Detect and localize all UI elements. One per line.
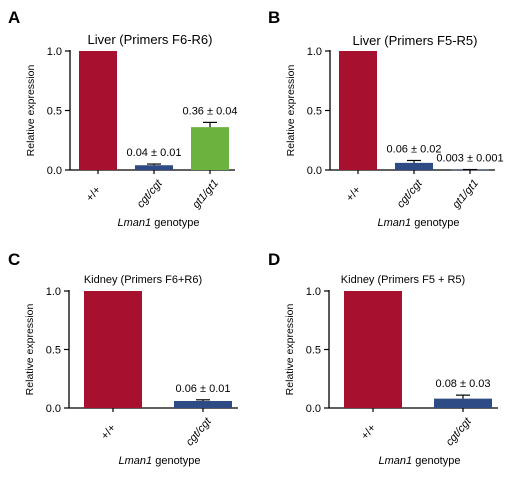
x-tick-label: cgt/cgt xyxy=(395,177,426,210)
y-tick-label: 1.0 xyxy=(46,286,61,298)
panel-letter: C xyxy=(8,250,21,269)
x-tick-label: gt1/gt1 xyxy=(450,177,481,210)
bar-chart: Liver (Primers F5-R5) Relative expression… xyxy=(285,33,504,229)
bar xyxy=(339,51,377,170)
x-tick-label: cgt/cgt xyxy=(184,415,215,448)
chart-title: Kidney (Primers F6+R6) xyxy=(84,274,202,286)
x-tick-label: +/+ xyxy=(84,184,103,204)
x-axis-label-rest: genotype xyxy=(151,217,199,229)
bar xyxy=(79,51,117,170)
y-axis-label: Relative expression xyxy=(25,65,37,157)
x-tick-label: +/+ xyxy=(99,422,118,442)
y-tick-label: 0.5 xyxy=(47,106,62,118)
x-axis-label-rest: genotype xyxy=(152,455,200,467)
bar xyxy=(395,162,433,170)
y-tick-label: 1.0 xyxy=(306,286,321,298)
bar xyxy=(191,127,229,170)
data-label: 0.36 ± 0.04 xyxy=(183,105,238,117)
x-axis-label: Lman1 genotype xyxy=(118,217,200,229)
bar-chart: Liver (Primers F6-R6) Relative expression… xyxy=(25,32,238,229)
data-label: 0.08 ± 0.03 xyxy=(436,378,491,390)
panel-letter: B xyxy=(268,8,281,27)
chart-title: Kidney (Primers F5 + R5) xyxy=(341,274,465,286)
bar xyxy=(344,291,402,408)
y-tick-label: 0.5 xyxy=(306,345,321,357)
chart-title: Liver (Primers F6-R6) xyxy=(88,32,213,47)
y-tick-label: 0.5 xyxy=(307,106,322,118)
y-axis-label: Relative expression xyxy=(284,304,296,396)
x-axis-label: Lman1 genotype xyxy=(119,455,201,467)
bar xyxy=(434,398,492,408)
panel-d: D Kidney (Primers F5 + R5) Relative expre… xyxy=(260,240,520,477)
x-axis-label-gene: Lman1 xyxy=(118,217,152,229)
bar-chart: Kidney (Primers F6+R6) Relative expressio… xyxy=(24,274,238,467)
x-axis-label: Lman1 genotype xyxy=(378,217,460,229)
x-axis-label-gene: Lman1 xyxy=(379,455,413,467)
x-tick-label: gt1/gt1 xyxy=(190,177,221,210)
bar xyxy=(135,165,173,170)
y-tick-label: 0.5 xyxy=(46,345,61,357)
x-tick-label: cgt/cgt xyxy=(444,415,475,448)
x-axis-label-rest: genotype xyxy=(412,455,460,467)
bar xyxy=(84,291,142,408)
chart-title: Liver (Primers F5-R5) xyxy=(353,33,478,48)
data-label: 0.06 ± 0.02 xyxy=(387,143,442,155)
panel-a: A Liver (Primers F6-R6) Relative expressi… xyxy=(0,0,260,238)
x-tick-label: +/+ xyxy=(359,422,378,442)
x-axis-label-rest: genotype xyxy=(411,217,459,229)
y-tick-label: 0.0 xyxy=(46,403,61,415)
y-tick-label: 1.0 xyxy=(47,46,62,58)
bar-chart: Kidney (Primers F5 + R5) Relative express… xyxy=(284,274,498,467)
data-label: 0.06 ± 0.01 xyxy=(176,383,231,395)
x-axis-label-gene: Lman1 xyxy=(119,455,153,467)
data-label: 0.04 ± 0.01 xyxy=(127,147,182,159)
y-tick-label: 0.0 xyxy=(47,165,62,177)
panel-letter: A xyxy=(8,8,21,27)
y-tick-label: 1.0 xyxy=(307,46,322,58)
data-label: 0.003 ± 0.001 xyxy=(436,153,503,165)
y-axis-label: Relative expression xyxy=(285,65,297,157)
y-tick-label: 0.0 xyxy=(306,403,321,415)
panel-c: C Kidney (Primers F6+R6) Relative express… xyxy=(0,240,260,477)
x-axis-label-gene: Lman1 xyxy=(378,217,412,229)
x-axis-label: Lman1 genotype xyxy=(379,455,461,467)
x-tick-label: +/+ xyxy=(344,184,363,204)
x-tick-label: cgt/cgt xyxy=(135,177,166,210)
panel-b: B Liver (Primers F5-R5) Relative expressi… xyxy=(260,0,520,238)
panel-letter: D xyxy=(268,250,281,269)
bar xyxy=(174,400,232,408)
y-axis-label: Relative expression xyxy=(24,304,36,396)
y-tick-label: 0.0 xyxy=(307,165,322,177)
